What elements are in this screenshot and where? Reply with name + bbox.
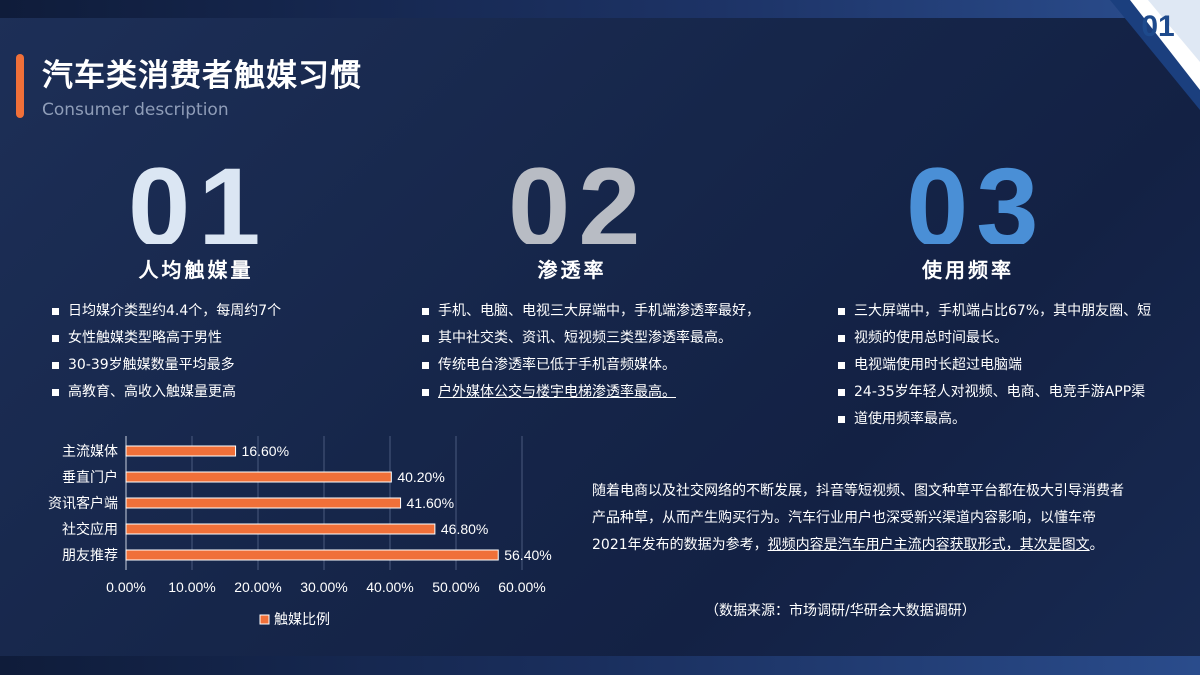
chart-x-tick-label: 60.00% <box>498 579 545 595</box>
bullet-item: 传统电台渗透率已低于手机音频媒体。 <box>422 352 802 379</box>
column-3-bullets: 三大屏端中，手机端占比67%，其中朋友圈、短 视频的使用总时间最长。 电视端使用… <box>838 298 1178 433</box>
chart-x-tick-label: 50.00% <box>432 579 479 595</box>
data-source-note: （数据来源：市场调研/华研会大数据调研） <box>705 603 976 619</box>
chart-category-label: 朋友推荐 <box>62 548 118 564</box>
bullet-item: 三大屏端中，手机端占比67%，其中朋友圈、短 <box>838 298 1178 325</box>
summary-paragraph: 随着电商以及社交网络的不断发展，抖音等短视频、图文种草平台都在极大引导消费者 产… <box>592 478 1172 559</box>
chart-category-label: 主流媒体 <box>62 444 118 460</box>
chart-legend-label: 触媒比例 <box>274 612 330 628</box>
bullet-item: 30-39岁触媒数量平均最多 <box>52 352 392 379</box>
chart-x-tick-label: 30.00% <box>300 579 347 595</box>
column-2-title: 渗透率 <box>537 258 607 282</box>
summary-line: 2021年发布的数据为参考，视频内容是汽车用户主流内容获取形式，其次是图文。 <box>592 537 1104 553</box>
chart-x-tick-label: 40.00% <box>366 579 413 595</box>
chart-category-label: 资讯客户端 <box>48 495 118 512</box>
bullet-item: 户外媒体公交与楼宇电梯渗透率最高。 <box>422 379 802 406</box>
chart-bar <box>125 549 499 561</box>
chart-bar <box>125 445 237 457</box>
bullet-item: 24-35岁年轻人对视频、电商、电竞手游APP渠 <box>838 379 1178 406</box>
chart-bar <box>125 497 402 509</box>
column-1-bullets: 日均媒介类型约4.4个，每周约7个 女性触媒类型略高于男性 30-39岁触媒数量… <box>52 298 392 406</box>
bullet-item: 手机、电脑、电视三大屏端中，手机端渗透率最好， <box>422 298 802 325</box>
page-number: 01 <box>1141 10 1175 43</box>
column-3-title: 使用频率 <box>922 258 1014 282</box>
bullet-item-continuation: 视频的使用总时间最长。 <box>838 325 1178 352</box>
column-2-number: 02 <box>508 166 649 244</box>
bullet-item-continuation: 其中社交类、资讯、短视频三类型渗透率最高。 <box>422 325 802 352</box>
title-accent-bar <box>16 54 24 118</box>
column-2-bullets: 手机、电脑、电视三大屏端中，手机端渗透率最好， 其中社交类、资讯、短视频三类型渗… <box>422 298 802 406</box>
chart-legend-swatch <box>259 614 270 625</box>
page-corner-badge <box>1110 0 1200 110</box>
media-ratio-bar-chart: 0.00% 10.00% 20.00% 30.00% 40.00% 50.00% 60.00… <box>48 436 552 628</box>
chart-data-label: 41.60% <box>407 495 454 511</box>
bullet-item-continuation: 道使用频率最高。 <box>838 406 1178 433</box>
top-decor-bar <box>0 0 1200 18</box>
chart-data-label: 40.20% <box>397 469 444 485</box>
chart-category-label: 社交应用 <box>62 521 118 538</box>
column-1-title: 人均触媒量 <box>138 258 254 282</box>
chart-category-label: 垂直门户 <box>62 469 118 486</box>
chart-x-tick-label: 0.00% <box>106 579 146 595</box>
column-1-number: 01 <box>128 166 269 244</box>
bullet-item: 高教育、高收入触媒量更高 <box>52 379 392 406</box>
bullet-item: 女性触媒类型略高于男性 <box>52 325 392 352</box>
chart-x-tick-label: 10.00% <box>168 579 215 595</box>
summary-line: 产品种草，从而产生购买行为。汽车行业用户也深受新兴渠道内容影响，以懂车帝 <box>592 510 1096 526</box>
page-subtitle: Consumer description <box>42 100 229 120</box>
bullet-item: 日均媒介类型约4.4个，每周约7个 <box>52 298 392 325</box>
bullet-item: 电视端使用时长超过电脑端 <box>838 352 1178 379</box>
chart-bar <box>125 523 436 535</box>
summary-line: 随着电商以及社交网络的不断发展，抖音等短视频、图文种草平台都在极大引导消费者 <box>592 483 1124 499</box>
column-3-number: 03 <box>906 166 1047 244</box>
chart-bar <box>125 471 392 483</box>
summary-highlight: 视频内容是汽车用户主流内容获取形式，其次是图文 <box>767 537 1090 553</box>
chart-data-label: 46.80% <box>441 521 488 537</box>
page-title: 汽车类消费者触媒习惯 <box>42 58 362 94</box>
chart-data-label: 56.40% <box>504 547 551 563</box>
chart-x-tick-label: 20.00% <box>234 579 281 595</box>
chart-data-label: 16.60% <box>242 443 289 459</box>
bottom-decor-bar <box>0 656 1200 675</box>
